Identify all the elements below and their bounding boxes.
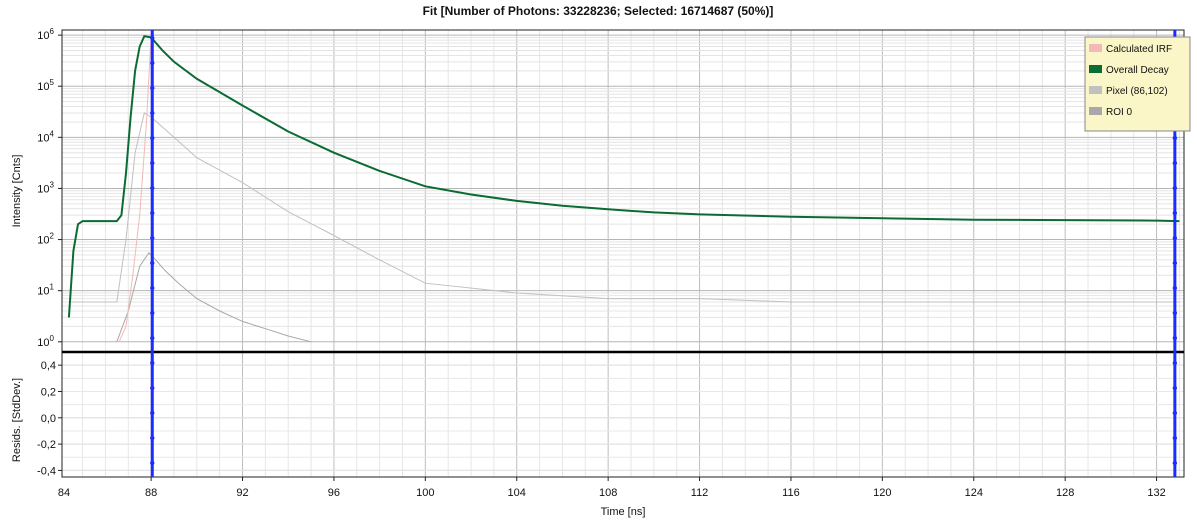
- y-tick-label: 101: [37, 283, 54, 298]
- y-axis-label-intensity: Intensity [Cnts]: [11, 155, 23, 228]
- x-tick-label: 116: [782, 487, 800, 499]
- x-tick-label: 112: [691, 487, 709, 499]
- x-tick-label: 96: [328, 487, 340, 499]
- range-cursor-dot: [1172, 185, 1178, 191]
- range-cursor-dot: [1172, 260, 1178, 266]
- range-cursor-dot: [150, 185, 155, 191]
- x-tick-label: 132: [1147, 487, 1165, 499]
- range-cursor-dot: [150, 260, 155, 266]
- y-tick-label: 102: [37, 232, 54, 247]
- range-cursor-dot: [1172, 335, 1178, 341]
- y-tick-label: 105: [37, 78, 54, 93]
- range-cursor-dot: [150, 35, 155, 41]
- x-tick-label: 92: [236, 487, 248, 499]
- series-line-overall-decay: [67, 35, 1180, 318]
- x-tick-label: 84: [58, 487, 70, 499]
- range-cursor-dot: [1172, 135, 1178, 141]
- legend-label: Calculated IRF: [1106, 44, 1172, 55]
- y-tick-label: -0,4: [37, 465, 56, 477]
- range-cursor-dot: [1172, 210, 1178, 216]
- x-tick-label: 120: [873, 487, 891, 499]
- x-tick-label: 88: [145, 487, 157, 499]
- range-cursor-dot: [150, 110, 155, 116]
- range-cursor-dot: [150, 460, 155, 466]
- legend-label: Overall Decay: [1106, 65, 1169, 76]
- legend-swatch: [1089, 44, 1102, 52]
- range-cursor-dot: [150, 285, 155, 291]
- x-tick-label: 104: [508, 487, 526, 499]
- range-cursor-dot: [1172, 410, 1178, 416]
- y-tick-label: 0,4: [41, 360, 56, 372]
- residuals-y-ticks: 0,4 0,2 0,0 -0,2 -0,4: [37, 360, 62, 477]
- range-cursor-dot: [150, 135, 155, 141]
- range-cursor-dot: [150, 385, 155, 391]
- range-cursor-dot: [1172, 385, 1178, 391]
- legend[interactable]: Calculated IRF Overall Decay Pixel (86,102…: [1084, 36, 1191, 132]
- intensity-series: [67, 35, 1180, 343]
- x-tick-label: 128: [1056, 487, 1074, 499]
- range-cursor-dot: [150, 310, 155, 316]
- range-cursor-dot: [1172, 360, 1178, 366]
- range-cursor-dot: [1172, 235, 1178, 241]
- range-cursor-dot: [150, 410, 155, 416]
- legend-label: Pixel (86,102): [1106, 86, 1168, 97]
- range-cursor-dot: [150, 60, 155, 66]
- y-tick-label: -0,2: [37, 439, 56, 451]
- range-cursor-dot: [1172, 460, 1178, 466]
- x-tick-label: 124: [965, 487, 983, 499]
- y-tick-label: 0,0: [41, 413, 56, 425]
- range-cursor-dot: [150, 85, 155, 91]
- range-cursor-dot: [150, 435, 155, 441]
- series-line-pixel-86-102: [71, 112, 1180, 303]
- y-tick-label: 0,2: [41, 386, 56, 398]
- range-cursor-dot: [150, 235, 155, 241]
- y-tick-label: 106: [37, 27, 54, 42]
- residuals-panel: 0,4 0,2 0,0 -0,2 -0,4: [37, 351, 1185, 478]
- y-tick-label: 103: [37, 180, 54, 195]
- legend-box: [1084, 36, 1191, 132]
- series-line-roi-0: [116, 252, 312, 343]
- range-cursor-dot: [150, 160, 155, 166]
- legend-swatch: [1089, 65, 1102, 73]
- x-tick-label: 108: [599, 487, 617, 499]
- range-cursor-dot: [1172, 160, 1178, 166]
- legend-swatch: [1089, 86, 1102, 94]
- range-cursor-dot: [1172, 435, 1178, 441]
- intensity-y-ticks: 100 101 102 103 104 105 106: [37, 27, 62, 349]
- range-cursor-dot: [1172, 310, 1178, 316]
- intensity-grid: [62, 30, 1184, 352]
- residuals-plot-area: [62, 352, 1184, 477]
- x-tick-label: 100: [416, 487, 434, 499]
- y-tick-label: 104: [37, 129, 54, 144]
- chart-title: Fit [Number of Photons: 33228236; Select…: [423, 4, 774, 18]
- y-tick-label: 100: [37, 334, 54, 349]
- y-axis-label-residuals: Resids. [StdDev.]: [11, 378, 23, 462]
- legend-label: ROI 0: [1106, 107, 1133, 118]
- range-cursor-dot: [150, 360, 155, 366]
- legend-swatch: [1089, 107, 1102, 115]
- x-axis-label: Time [ns]: [601, 506, 646, 518]
- x-ticks: 84 88 92 96 100 104 108 112 116 120 124 128 132: [58, 477, 1166, 499]
- range-cursor-dot: [150, 210, 155, 216]
- range-cursor-dot: [150, 335, 155, 341]
- intensity-panel: 100 101 102 103 104 105 106: [37, 27, 1185, 353]
- range-cursor-dot: [1172, 285, 1178, 291]
